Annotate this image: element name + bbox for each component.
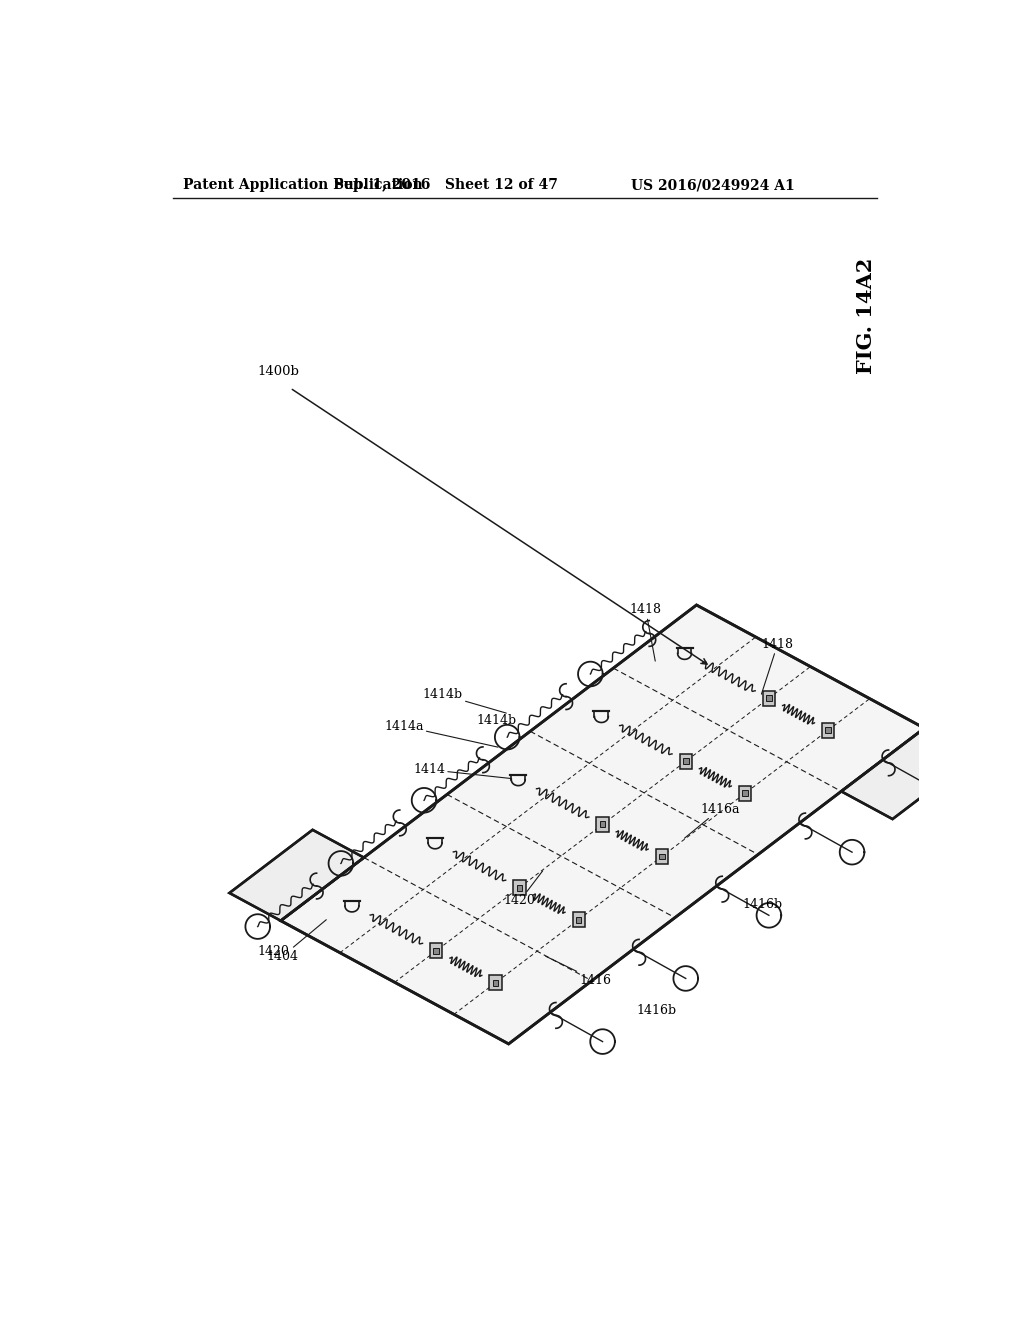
Polygon shape [489, 975, 502, 990]
Polygon shape [822, 723, 835, 738]
Polygon shape [513, 880, 525, 895]
Text: 1416b: 1416b [637, 1003, 677, 1016]
Polygon shape [600, 821, 605, 828]
Text: 1416: 1416 [546, 956, 611, 987]
Text: 1416b: 1416b [742, 899, 782, 911]
Polygon shape [433, 948, 439, 953]
Polygon shape [766, 696, 772, 701]
Text: 1418: 1418 [762, 638, 794, 694]
Text: Patent Application Publication: Patent Application Publication [183, 178, 423, 193]
Text: 1414b: 1414b [476, 714, 516, 727]
Polygon shape [683, 759, 688, 764]
Text: US 2016/0249924 A1: US 2016/0249924 A1 [631, 178, 795, 193]
Polygon shape [281, 605, 925, 1044]
Text: FIG. 14A2: FIG. 14A2 [856, 259, 876, 375]
Text: 1420: 1420 [504, 871, 543, 907]
Polygon shape [825, 727, 830, 733]
Text: 1404: 1404 [266, 920, 327, 962]
Text: Sep. 1, 2016   Sheet 12 of 47: Sep. 1, 2016 Sheet 12 of 47 [334, 178, 558, 193]
Text: 1414a: 1414a [384, 719, 498, 747]
Polygon shape [430, 944, 442, 958]
Text: 1416a: 1416a [684, 803, 739, 838]
Text: 1420: 1420 [257, 945, 289, 958]
Text: 1418: 1418 [630, 603, 662, 661]
Text: 1400b: 1400b [257, 364, 299, 378]
Polygon shape [655, 849, 668, 863]
Polygon shape [739, 785, 752, 801]
Polygon shape [517, 884, 522, 891]
Polygon shape [842, 729, 976, 818]
Polygon shape [572, 912, 585, 927]
Text: 1414: 1414 [413, 763, 512, 779]
Polygon shape [680, 754, 692, 768]
Polygon shape [596, 817, 608, 832]
Text: 1414b: 1414b [423, 688, 506, 713]
Polygon shape [659, 854, 665, 859]
Polygon shape [493, 979, 499, 986]
Polygon shape [742, 791, 748, 796]
Polygon shape [763, 690, 775, 706]
Polygon shape [229, 830, 364, 921]
Polygon shape [575, 916, 582, 923]
